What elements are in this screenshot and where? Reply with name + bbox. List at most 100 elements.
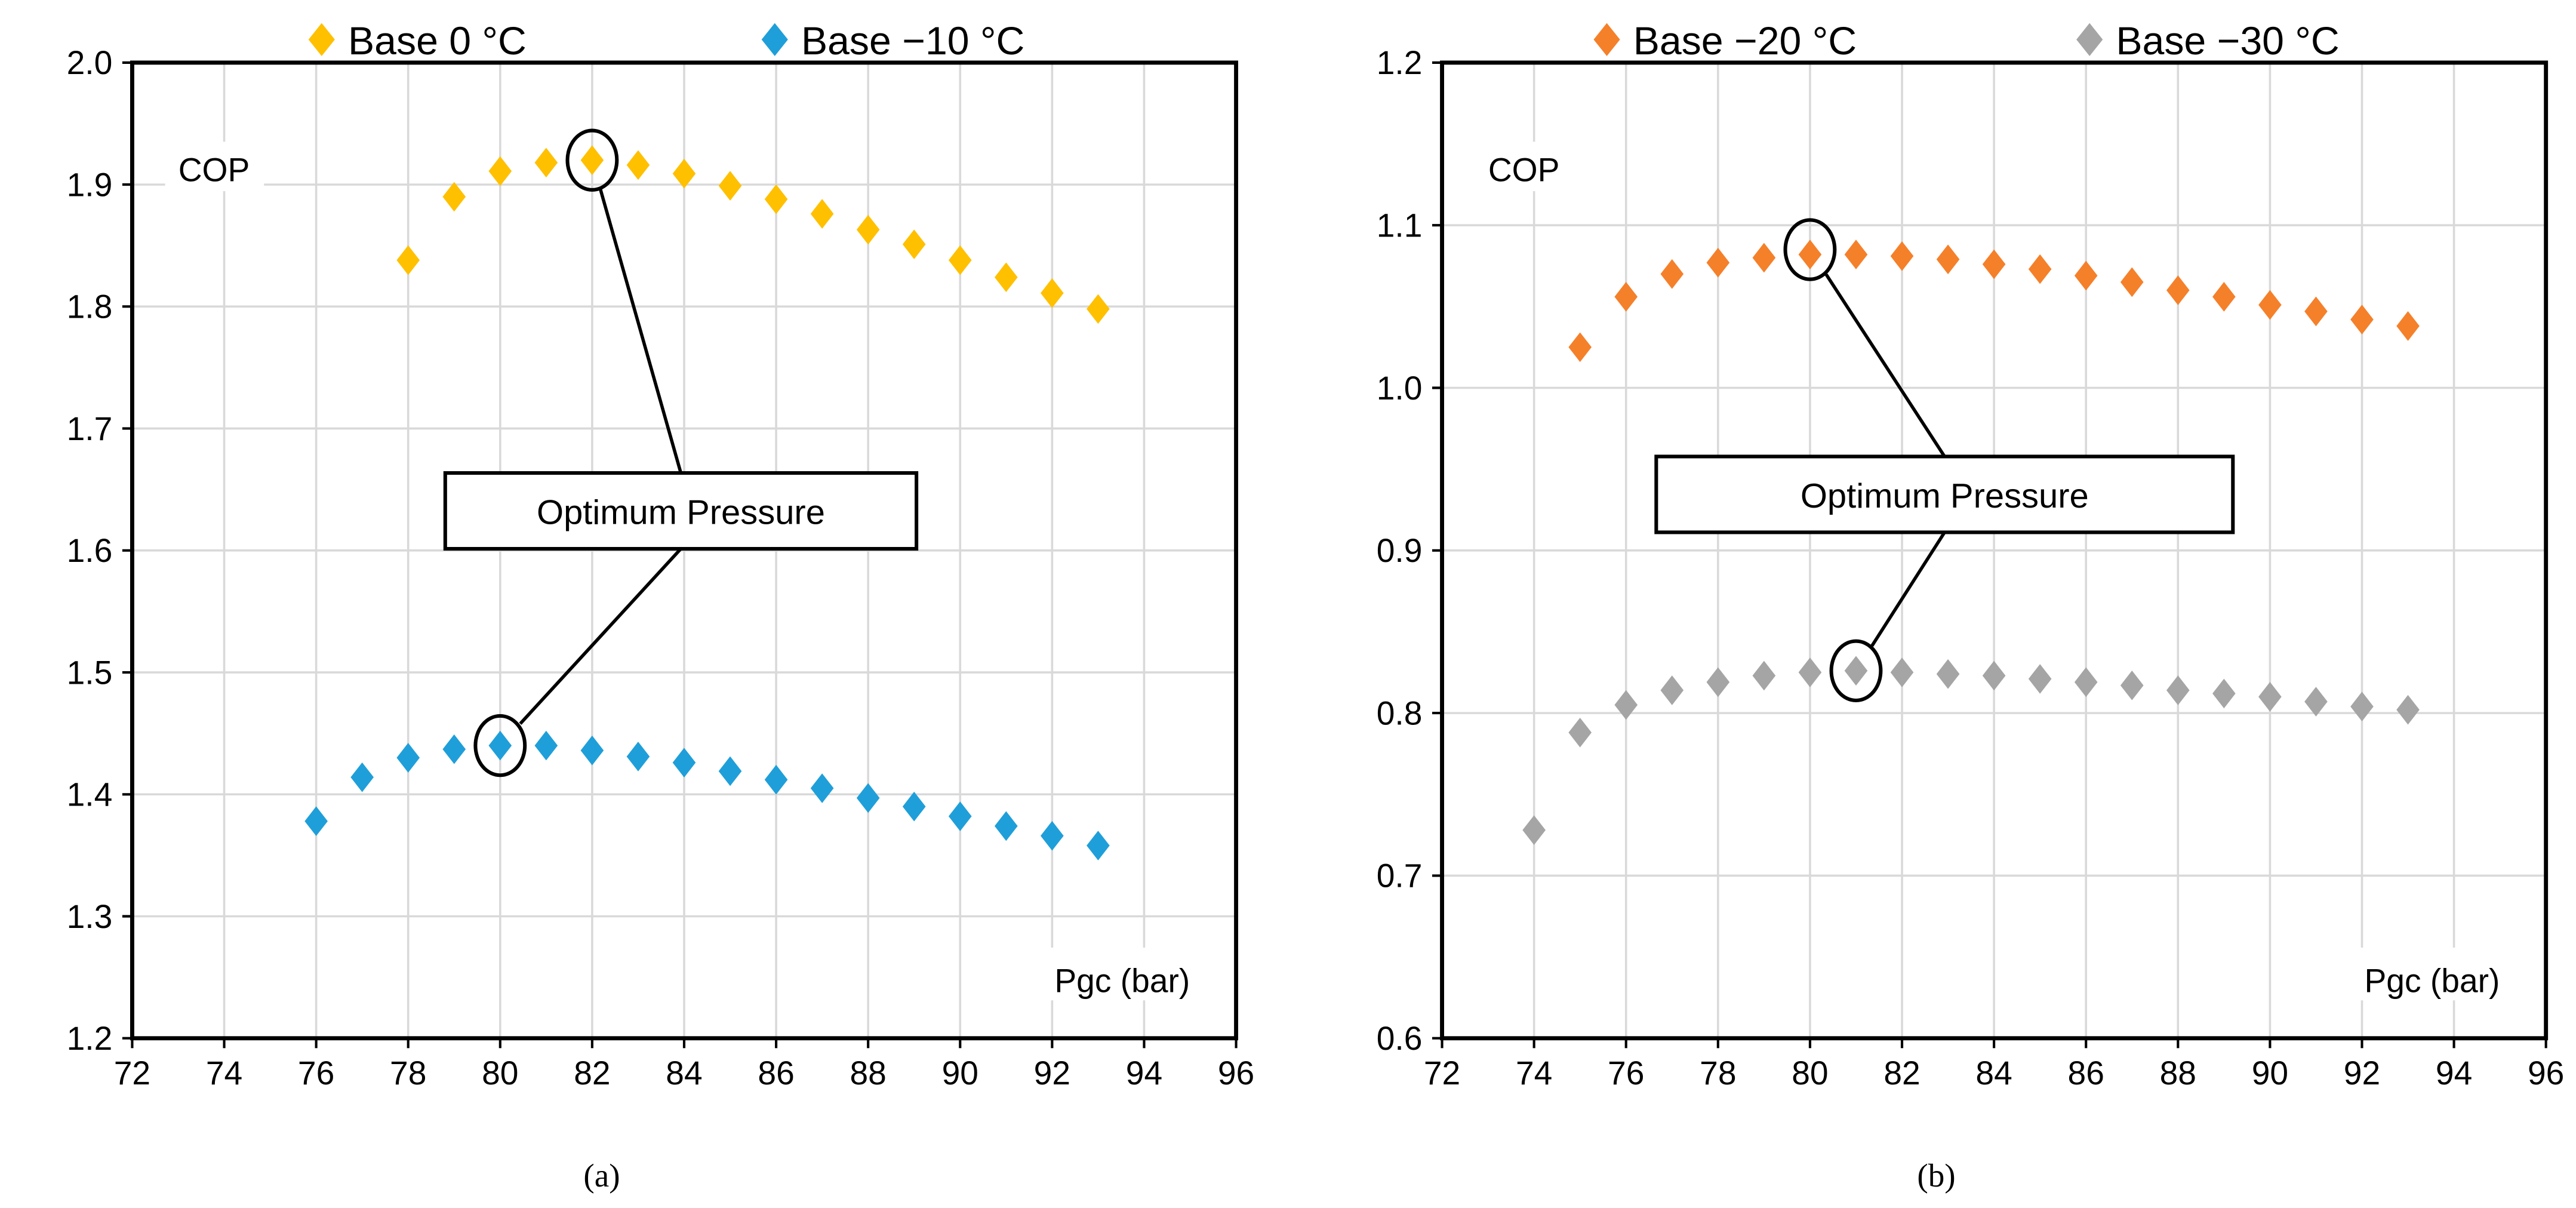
data-point — [1522, 815, 1546, 846]
x-tick-label: 78 — [1700, 1055, 1736, 1092]
data-point — [350, 762, 374, 792]
data-point — [580, 145, 604, 176]
data-point — [1041, 278, 1064, 308]
legend-label: Base 0 °C — [348, 19, 527, 63]
annotation-leader — [519, 548, 682, 725]
annotation-label: Optimum Pressure — [1801, 477, 2089, 515]
data-point — [1936, 244, 1960, 275]
data-point — [718, 756, 742, 786]
data-point — [488, 156, 512, 186]
x-tick-label: 88 — [850, 1055, 886, 1092]
data-point — [1087, 294, 1110, 324]
data-point — [1706, 667, 1730, 697]
data-point — [534, 147, 558, 178]
ylabel-bg — [1475, 142, 1574, 192]
x-axis-label: Pgc (bar) — [2364, 962, 2500, 999]
annotation-label: Optimum Pressure — [537, 494, 825, 532]
data-point — [488, 730, 512, 761]
data-point — [902, 791, 926, 822]
x-tick-label: 74 — [1516, 1055, 1552, 1092]
data-point — [995, 262, 1018, 293]
data-point — [1041, 820, 1064, 851]
y-tick-label: 1.5 — [67, 654, 113, 691]
y-tick-label: 1.1 — [1377, 207, 1423, 244]
annotation-box — [443, 471, 919, 551]
data-point — [1660, 675, 1684, 705]
x-tick-label: 96 — [1218, 1055, 1254, 1092]
legend-marker — [2076, 23, 2103, 56]
data-point — [1706, 247, 1730, 278]
data-point — [442, 734, 466, 764]
y-tick-label: 0.7 — [1377, 857, 1423, 895]
y-tick-label: 1.4 — [67, 776, 113, 813]
data-point — [2074, 667, 2098, 697]
y-axis-label: COP — [1488, 152, 1560, 189]
x-tick-label: 92 — [2344, 1055, 2380, 1092]
y-tick-label: 2.0 — [67, 44, 113, 81]
data-point — [1798, 657, 1822, 687]
x-tick-label: 72 — [1424, 1055, 1460, 1092]
data-point — [2396, 311, 2420, 341]
data-point — [2258, 290, 2282, 320]
data-point — [1568, 332, 1592, 362]
data-point — [626, 150, 650, 180]
y-tick-label: 1.2 — [67, 1020, 113, 1057]
data-point — [580, 735, 604, 766]
data-point — [2304, 296, 2328, 327]
x-tick-label: 90 — [2252, 1055, 2288, 1092]
y-tick-label: 1.8 — [67, 288, 113, 325]
y-tick-label: 0.6 — [1377, 1020, 1423, 1057]
data-point — [810, 199, 834, 229]
data-point — [1087, 831, 1110, 860]
chart-panel-b: 72 74 76 78 80 82 84 86 88 90 92 94 96 0.6 0.7 0.8 0.9 1.… — [1377, 19, 2564, 1194]
x-tick-label: 80 — [1792, 1055, 1828, 1092]
data-point — [2166, 675, 2190, 705]
x-tick-label: 76 — [1608, 1055, 1644, 1092]
y-tick-label: 0.9 — [1377, 532, 1423, 569]
ylabel-bg — [165, 142, 264, 192]
data-point — [764, 764, 788, 795]
data-point — [2396, 694, 2420, 725]
data-point — [1936, 659, 1960, 689]
annotation-leader — [598, 188, 683, 474]
x-tick-label: 80 — [482, 1055, 518, 1092]
data-point — [2258, 682, 2282, 712]
xlabel-bg — [2315, 947, 2530, 1001]
x-tick-label: 82 — [1883, 1055, 1920, 1092]
data-point — [2120, 670, 2144, 700]
panel-caption: (a) — [583, 1157, 620, 1194]
x-tick-label: 74 — [206, 1055, 242, 1092]
data-point — [948, 801, 972, 831]
data-point — [1568, 717, 1592, 748]
data-point — [995, 811, 1018, 841]
data-point — [1798, 239, 1822, 270]
data-point — [1614, 690, 1638, 720]
data-point — [1752, 660, 1776, 691]
legend-marker — [308, 23, 335, 56]
plot-frame — [130, 60, 1239, 1041]
data-point — [2028, 664, 2052, 694]
x-tick-label: 72 — [114, 1055, 150, 1092]
legend-label: Base −10 °C — [801, 19, 1024, 63]
x-tick-label: 92 — [1034, 1055, 1070, 1092]
data-point — [396, 245, 420, 275]
y-tick-label: 1.7 — [67, 410, 113, 447]
data-point — [2028, 254, 2052, 284]
data-point — [810, 773, 834, 803]
data-point — [2212, 282, 2236, 312]
data-point — [2350, 691, 2374, 722]
data-point — [626, 742, 650, 771]
xlabel-bg — [1005, 947, 1220, 1001]
y-tick-label: 1.9 — [67, 166, 113, 203]
x-tick-label: 78 — [390, 1055, 426, 1092]
data-point — [764, 184, 788, 214]
data-point — [856, 214, 880, 245]
data-point — [948, 245, 972, 275]
legend-marker — [761, 23, 788, 56]
x-tick-label: 86 — [2068, 1055, 2104, 1092]
data-point — [2166, 275, 2190, 305]
data-point — [1844, 239, 1868, 270]
y-tick-label: 0.8 — [1377, 694, 1423, 731]
data-point — [442, 182, 466, 212]
